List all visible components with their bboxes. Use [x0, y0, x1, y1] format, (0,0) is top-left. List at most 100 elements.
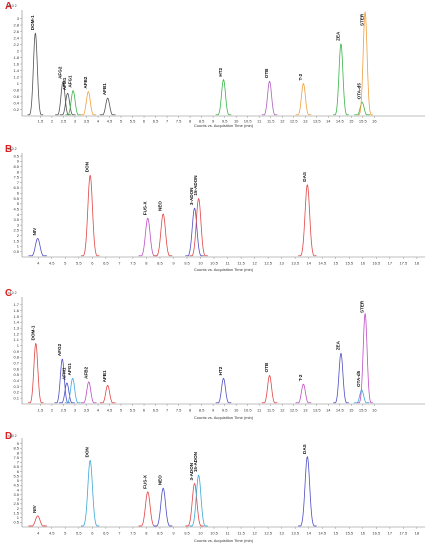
y-tick-label: 2.2 [13, 42, 19, 47]
y-tick-label: 1.8 [13, 55, 19, 60]
y-tick-label: 0.1 [13, 395, 19, 400]
x-tick-label: 14.5 [318, 531, 327, 536]
x-tick-label: 1.5 [38, 119, 44, 124]
x-tick-label: 12 [280, 119, 285, 124]
peak-trace [354, 101, 370, 116]
x-tick-label: 4 [97, 119, 100, 124]
peak-trace [27, 342, 44, 404]
y-multiplier: x10 2 [8, 291, 17, 295]
x-tick-label: 4 [97, 408, 100, 413]
x-tick-label: 11 [225, 531, 230, 536]
y-tick-label: 8 [17, 450, 20, 455]
x-tick-label: 8 [145, 531, 148, 536]
y-tick-label: 6.5 [13, 464, 19, 469]
peak-label: AFG1 [67, 363, 72, 376]
x-tick-label: 13.5 [291, 531, 300, 536]
x-tick-label: 9 [212, 408, 215, 413]
peak-trace [185, 207, 204, 257]
x-tick-label: 5 [120, 408, 123, 413]
peak-trace [153, 487, 173, 527]
x-tick-label: 8 [189, 408, 192, 413]
y-tick-label: 8.5 [13, 446, 19, 451]
x-tick-label: 6.5 [153, 119, 159, 124]
x-tick-label: 4.5 [107, 119, 113, 124]
peak-trace [215, 79, 232, 116]
y-tick-label: 6 [17, 191, 20, 196]
x-tick-label: 2 [51, 119, 54, 124]
x-tick-label: 18 [415, 261, 420, 266]
x-tick-label: 18 [415, 531, 420, 536]
panel-letter: C [5, 288, 13, 299]
y-tick-label: 0.6 [13, 366, 19, 371]
peak-label: AFM1 [61, 367, 66, 380]
x-tick-label: 2.5 [61, 119, 67, 124]
y-tick-label: 1.4 [13, 320, 19, 325]
x-tick-label: 7.5 [130, 531, 136, 536]
x-tick-label: 4 [37, 531, 40, 536]
x-tick-label: 7 [118, 531, 121, 536]
y-tick-label: 0.8 [13, 87, 19, 92]
x-tick-label: 10 [198, 261, 203, 266]
x-tick-label: 3.5 [84, 408, 90, 413]
peak-label: STER [360, 300, 365, 313]
peak-trace [65, 90, 81, 116]
x-tick-label: 9.5 [222, 119, 228, 124]
x-tick-label: 8.5 [199, 408, 205, 413]
peak-trace [185, 483, 204, 527]
x-tick-label: 11 [225, 261, 230, 266]
panel-letter: B [5, 144, 13, 155]
x-tick-label: 4.5 [49, 261, 55, 266]
peak-label: NEO [158, 475, 163, 485]
x-tick-label: 5.5 [76, 531, 82, 536]
chart-svg: 4 4.5 5 5.5 6 6.5 7 7.5 8 8.5 9 9.5 10 10.5 11 11.5 12 12… [13, 438, 425, 543]
y-tick-label: 4.5 [13, 483, 19, 488]
peak-label: 15-ADON [193, 451, 198, 472]
x-axis-label: Counts vs. Acquisition Time (min) [194, 123, 254, 128]
peak-trace [28, 515, 47, 527]
y-tick-label: 1.4 [13, 68, 19, 73]
x-tick-label: 15 [349, 408, 354, 413]
peak-trace [357, 313, 373, 404]
peak-label: 15-ADON [193, 175, 198, 196]
peak-label: NEO [158, 201, 163, 211]
x-tick-label: 7.5 [130, 261, 136, 266]
y-tick-label: 0.5 [13, 249, 19, 254]
y-tick-label: 5.5 [13, 473, 19, 478]
x-tick-label: 13 [303, 408, 308, 413]
y-tick-label: 0.4 [13, 378, 19, 383]
peak-trace [80, 174, 100, 257]
x-tick-label: 5 [120, 119, 123, 124]
peak-trace [189, 474, 208, 527]
y-tick-label: 6.5 [13, 185, 19, 190]
x-tick-label: 16 [372, 119, 377, 124]
y-tick-label: 3 [17, 497, 20, 502]
x-tick-label: 7.5 [176, 408, 182, 413]
chart-svg: 4 4.5 5 5.5 6 6.5 7 7.5 8 8.5 9 9.5 10 10.5 11 11.5 12 12… [13, 153, 425, 272]
y-tick-label: 9 [17, 441, 20, 446]
panel-letter: D [5, 431, 13, 442]
peak-trace [189, 198, 208, 257]
x-tick-label: 9.5 [222, 408, 228, 413]
y-tick-label: 4 [17, 487, 20, 492]
y-tick-label: 8.5 [13, 164, 19, 169]
x-tick-label: 12.5 [290, 408, 299, 413]
x-tick-label: 11.5 [237, 261, 245, 266]
y-tick-label: 1.1 [13, 337, 19, 342]
chromatogram-panel-b: B x10 2 4 4.5 5 5.5 6 6.5 7 7.5 8 8.5 9 9.5 10 10.5 11… [0, 143, 432, 277]
peak-label: OTA-d5 [357, 83, 362, 100]
y-tick-label: 1 [17, 244, 20, 249]
peak-label: AFG2 [57, 66, 62, 79]
peak-trace [59, 382, 75, 404]
peak-trace [261, 80, 278, 116]
x-tick-label: 14.5 [318, 261, 327, 266]
y-tick-label: 1.7 [13, 302, 19, 307]
x-tick-label: 10 [198, 531, 203, 536]
x-tick-label: 6.5 [153, 408, 159, 413]
y-tick-label: 0.3 [13, 384, 19, 389]
x-tick-label: 12.5 [264, 261, 273, 266]
y-tick-label: 1.2 [13, 331, 19, 336]
y-tick-label: 5 [17, 201, 20, 206]
peak-label: DON [85, 161, 90, 172]
x-tick-label: 3.5 [84, 119, 90, 124]
x-tick-label: 8.5 [157, 261, 163, 266]
